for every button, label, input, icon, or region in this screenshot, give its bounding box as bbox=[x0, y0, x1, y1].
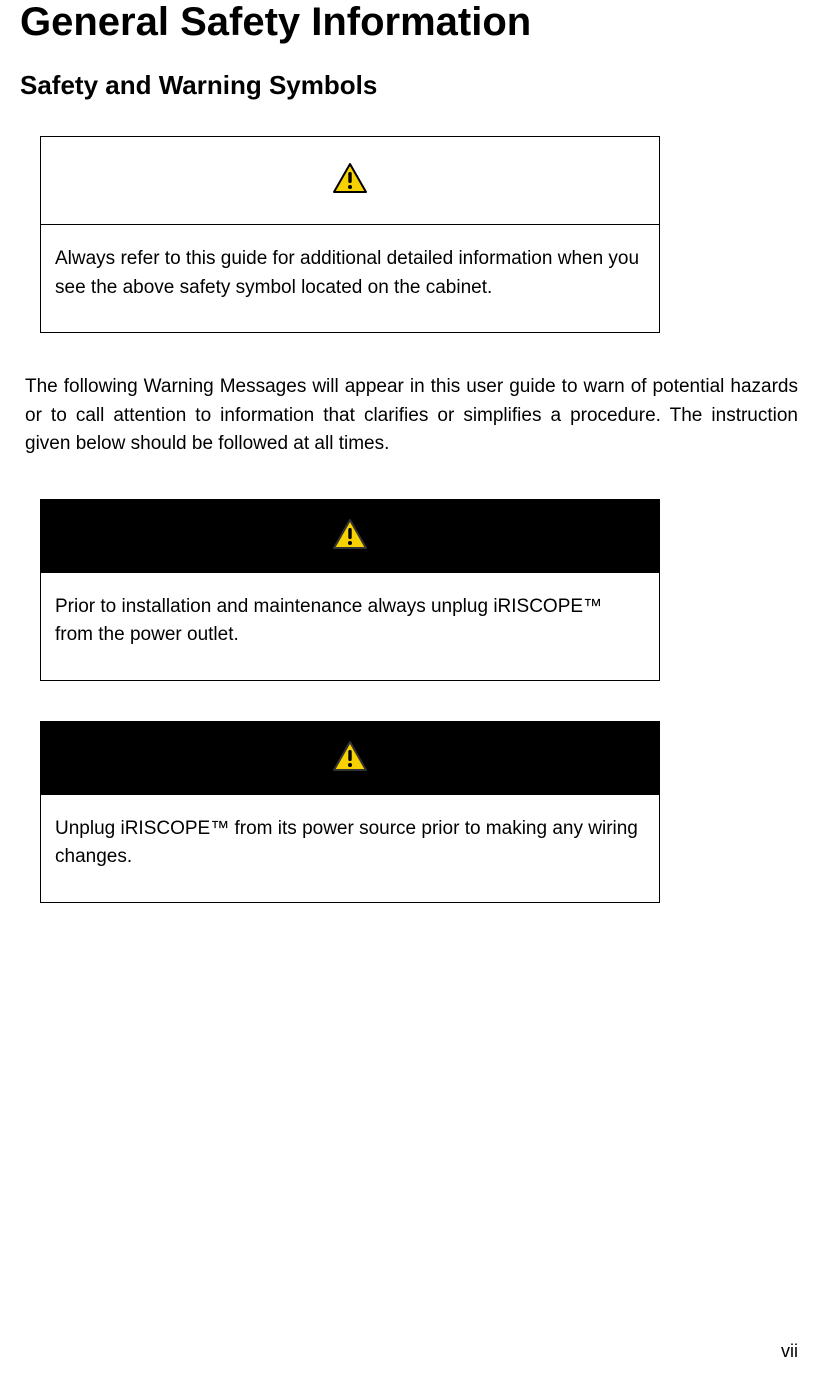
warning-paragraph: The following Warning Messages will appe… bbox=[20, 373, 803, 459]
warning-triangle-icon bbox=[332, 518, 368, 555]
warning-triangle-icon bbox=[332, 162, 368, 199]
page-title: General Safety Information bbox=[20, 0, 803, 45]
safety-box-header bbox=[41, 137, 659, 225]
warning-box-2-header bbox=[41, 722, 659, 795]
warning-box-1-text: Prior to installation and maintenance al… bbox=[41, 573, 659, 680]
warning-box-2: Unplug iRISCOPE™ from its power source p… bbox=[40, 721, 660, 903]
warning-box-1: Prior to installation and maintenance al… bbox=[40, 499, 660, 681]
page-number: vii bbox=[781, 1341, 798, 1362]
safety-info-box: Always refer to this guide for additiona… bbox=[40, 136, 660, 333]
safety-box-text: Always refer to this guide for additiona… bbox=[41, 225, 659, 332]
warning-triangle-icon bbox=[332, 740, 368, 777]
warning-box-1-header bbox=[41, 500, 659, 573]
section-title: Safety and Warning Symbols bbox=[20, 70, 803, 101]
warning-box-2-text: Unplug iRISCOPE™ from its power source p… bbox=[41, 795, 659, 902]
